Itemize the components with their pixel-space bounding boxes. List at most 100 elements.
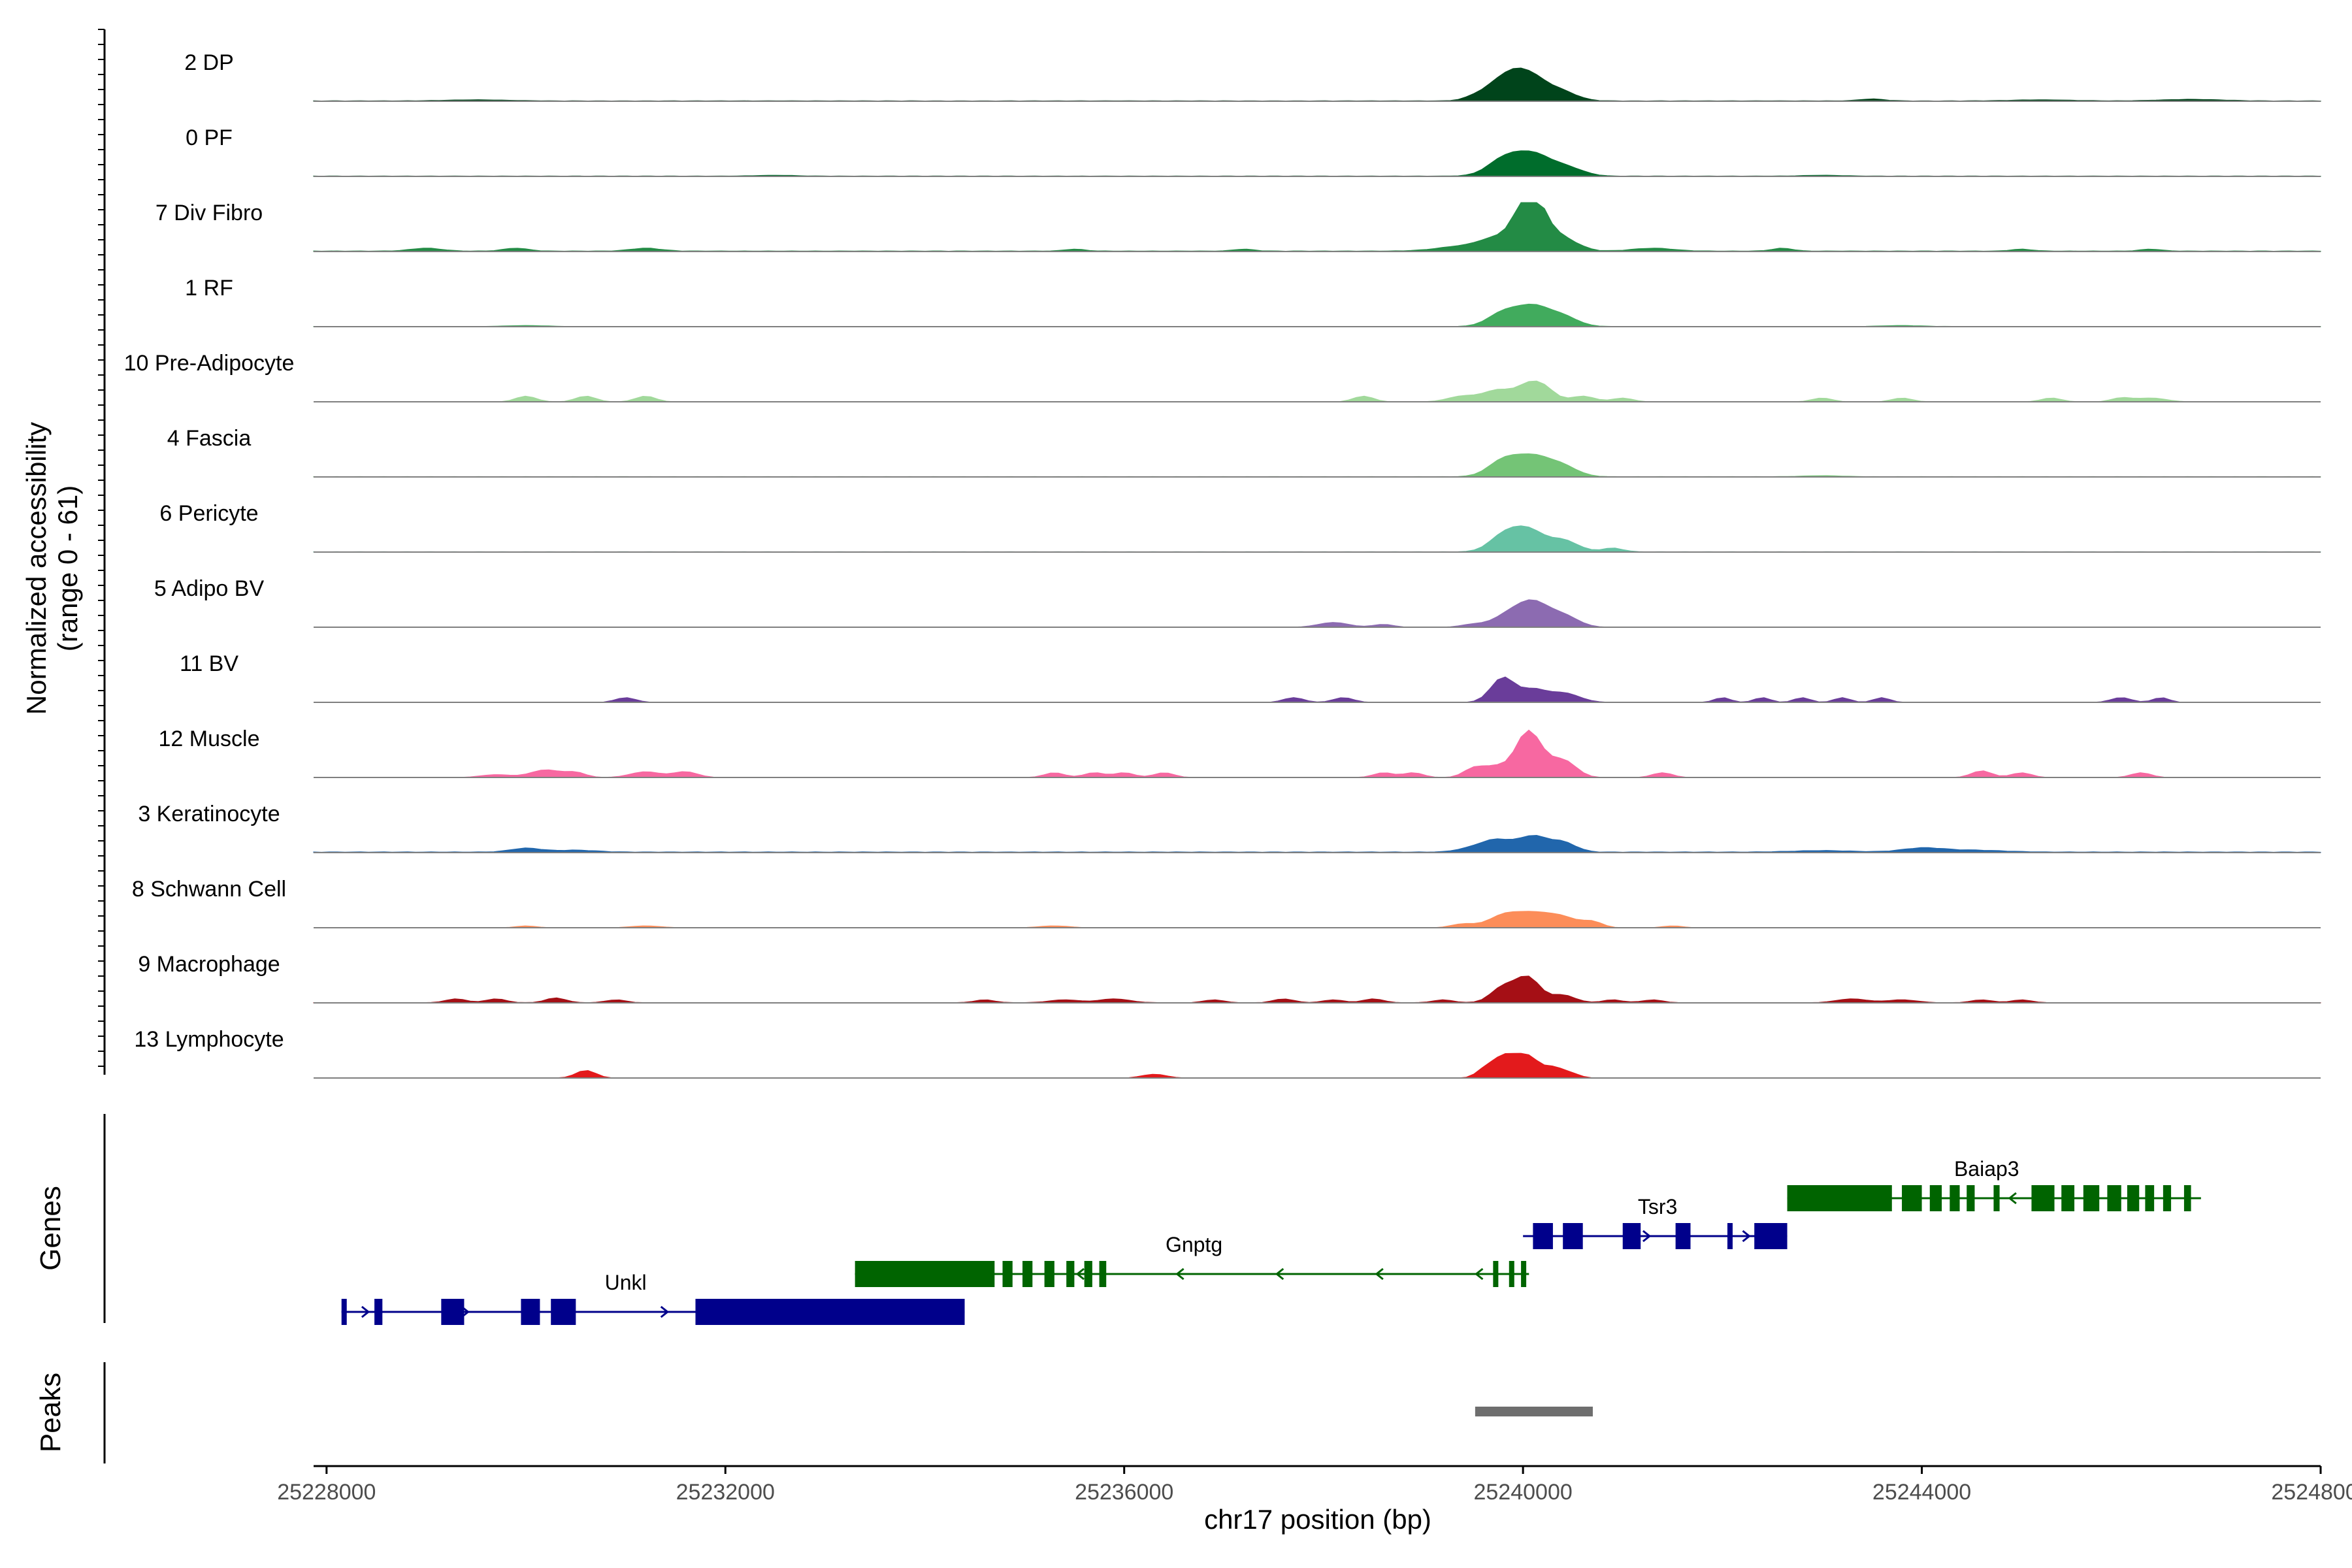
- gene-exon: [2061, 1185, 2075, 1211]
- coverage-area: [314, 729, 2321, 778]
- x-tick-label: 25228000: [277, 1480, 376, 1505]
- track-label: 9 Macrophage: [138, 952, 280, 977]
- y-axis-label-line2: (range 0 - 61): [52, 485, 83, 651]
- gene-exon: [695, 1299, 965, 1325]
- gene-exon: [1022, 1261, 1033, 1287]
- coverage-area: [313, 67, 2321, 102]
- gene-exon: [1521, 1261, 1527, 1287]
- gene-exon: [2127, 1185, 2140, 1211]
- track-9-macrophage: 9 Macrophage: [138, 952, 2321, 1004]
- gene-exon: [1533, 1223, 1553, 1249]
- x-tick-label: 25232000: [676, 1480, 775, 1505]
- strand-arrow: [361, 1305, 370, 1318]
- gene-exon: [341, 1299, 347, 1325]
- coverage-area: [313, 834, 2321, 853]
- genes-panel: Unkl Gnptg Tsr3 Baiap3: [103, 1114, 2201, 1325]
- gene-exon: [1044, 1261, 1054, 1287]
- gene-exon: [1002, 1261, 1013, 1287]
- gene-exon: [1509, 1261, 1514, 1287]
- gene-exon: [2183, 1185, 2191, 1211]
- strand-arrow: [1275, 1267, 1284, 1281]
- x-tick-label: 25240000: [1473, 1480, 1572, 1505]
- gene-label: Tsr3: [1638, 1195, 1677, 1218]
- gene-exon: [1622, 1223, 1641, 1249]
- strand-arrow: [1475, 1267, 1484, 1281]
- gene-exon: [521, 1299, 540, 1325]
- gene-exon: [1950, 1185, 1960, 1211]
- gene-exon: [441, 1299, 465, 1325]
- x-axis-label: chr17 position (bp): [1204, 1504, 1431, 1535]
- coverage-area: [313, 150, 2321, 177]
- gene-exon: [2163, 1185, 2172, 1211]
- gene-exon: [2031, 1185, 2055, 1211]
- strand-arrow: [1075, 1267, 1085, 1281]
- track-10-pre-adipocyte: 10 Pre-Adipocyte: [124, 351, 2321, 402]
- gene-exon: [551, 1299, 576, 1325]
- x-tick-label: 25244000: [1872, 1480, 1971, 1505]
- x-axis: 25228000 25232000 25236000 25240000 25244000…: [277, 1465, 2352, 1505]
- track-8-schwann-cell: 8 Schwann Cell: [132, 877, 2321, 928]
- strand-arrow: [1175, 1267, 1184, 1281]
- gene-exon: [1902, 1185, 1922, 1211]
- genes-panel-label: Genes: [35, 1186, 67, 1271]
- coverage-area: [313, 453, 2321, 478]
- track-label: 10 Pre-Adipocyte: [124, 351, 295, 376]
- gene-unkl: Unkl: [341, 1271, 965, 1325]
- gene-tsr3: Tsr3: [1523, 1195, 1788, 1249]
- track-7-div-fibro: 7 Div Fibro: [155, 201, 2321, 252]
- track-label: 2 DP: [184, 50, 234, 75]
- track-11-bv: 11 BV: [180, 651, 2321, 703]
- strand-arrow: [1375, 1267, 1384, 1281]
- gene-exon: [1967, 1185, 1975, 1211]
- gene-exon: [1084, 1261, 1092, 1287]
- x-tick-label: 25248000: [2271, 1480, 2352, 1505]
- coverage-area: [313, 202, 2321, 252]
- peaks-panel: [103, 1362, 1593, 1463]
- gene-baiap3: Baiap3: [1787, 1157, 2201, 1211]
- gene-exon: [2083, 1185, 2100, 1211]
- strand-arrow: [2008, 1192, 2017, 1205]
- y-axis-accessibility: [98, 29, 106, 1075]
- x-tick-label: 25236000: [1075, 1480, 1173, 1505]
- gene-exon: [1066, 1261, 1075, 1287]
- gene-label: Unkl: [605, 1271, 647, 1294]
- gene-exon: [1099, 1261, 1107, 1287]
- coverage-area: [313, 525, 2321, 553]
- coverage-area: [313, 303, 2321, 327]
- track-label: 8 Schwann Cell: [132, 877, 286, 902]
- track-5-adipo-bv: 5 Adipo BV: [154, 576, 2321, 628]
- track-label: 7 Div Fibro: [155, 201, 263, 225]
- gene-exon: [1563, 1223, 1583, 1249]
- coverage-area: [314, 676, 2321, 703]
- track-2-dp: 2 DP: [184, 50, 2321, 102]
- coverage-area: [314, 599, 2321, 628]
- strand-arrow: [1742, 1230, 1751, 1243]
- track-label: 12 Muscle: [159, 727, 260, 751]
- track-label: 0 PF: [186, 125, 233, 150]
- coverage-area: [314, 1053, 2321, 1079]
- gene-gnptg: Gnptg: [855, 1233, 1529, 1287]
- gene-exon: [2145, 1185, 2155, 1211]
- track-0-pf: 0 PF: [186, 125, 2321, 177]
- track-3-keratinocyte: 3 Keratinocyte: [138, 802, 2321, 853]
- gene-exon: [1675, 1223, 1691, 1249]
- coverage-area: [314, 911, 2321, 928]
- strand-arrow: [660, 1305, 670, 1318]
- coverage-area: [314, 380, 2321, 402]
- track-1-rf: 1 RF: [185, 276, 2321, 327]
- coverage-tracks: 2 DP 0 PF 7 Div Fibro 1 RF 10 Pre-Adipocyte 4…: [124, 50, 2321, 1079]
- strand-arrow: [1642, 1230, 1652, 1243]
- gene-label: Baiap3: [1954, 1157, 2019, 1181]
- track-12-muscle: 12 Muscle: [159, 727, 2321, 778]
- peaks-panel-label: Peaks: [35, 1373, 67, 1452]
- coverage-area: [313, 975, 2321, 1004]
- gene-exon: [1787, 1185, 1892, 1211]
- gene-exon: [855, 1261, 995, 1287]
- gene-exon: [1993, 1185, 2000, 1211]
- track-label: 4 Fascia: [167, 426, 252, 451]
- y-axis-label-line1: Normalized accessibility: [21, 422, 52, 715]
- track-label: 1 RF: [185, 276, 233, 301]
- gene-exon: [374, 1299, 383, 1325]
- track-label: 6 Pericyte: [159, 501, 258, 526]
